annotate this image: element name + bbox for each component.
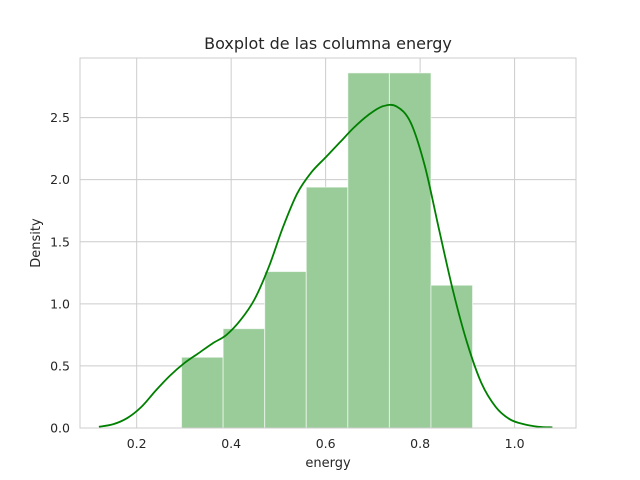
histogram-bar [388,72,432,429]
x-axis-label: energy [305,456,351,471]
kde-curve [98,103,553,429]
histogram-bar [222,328,266,429]
histogram-bar [430,284,474,429]
x-tick-label: 0.8 [410,436,430,451]
y-tick-label: 0.5 [50,358,70,373]
x-tick-labels: 0.2 0.4 0.6 0.8 1.0 [127,436,525,451]
histogram-bar [181,356,224,429]
histogram-bar [305,186,349,429]
histogram-bar [264,271,307,429]
x-tick-label: 0.2 [127,436,147,451]
chart-title: Boxplot de las columna energy [204,34,452,53]
y-tick-label: 2.0 [50,172,70,187]
y-tick-labels: 0.0 0.5 1.0 1.5 2.0 2.5 [50,110,70,435]
x-tick-label: 0.6 [316,436,336,451]
y-tick-label: 0.0 [50,421,70,436]
plot-frame [79,57,577,429]
y-tick-label: 1.5 [50,234,70,249]
histogram-bar [347,72,390,429]
histogram-bars [181,72,474,429]
y-tick-label: 2.5 [50,110,70,125]
y-tick-label: 1.0 [50,296,70,311]
x-tick-label: 1.0 [505,436,525,451]
y-axis-label: Density [29,218,44,268]
x-tick-label: 0.4 [221,436,241,451]
